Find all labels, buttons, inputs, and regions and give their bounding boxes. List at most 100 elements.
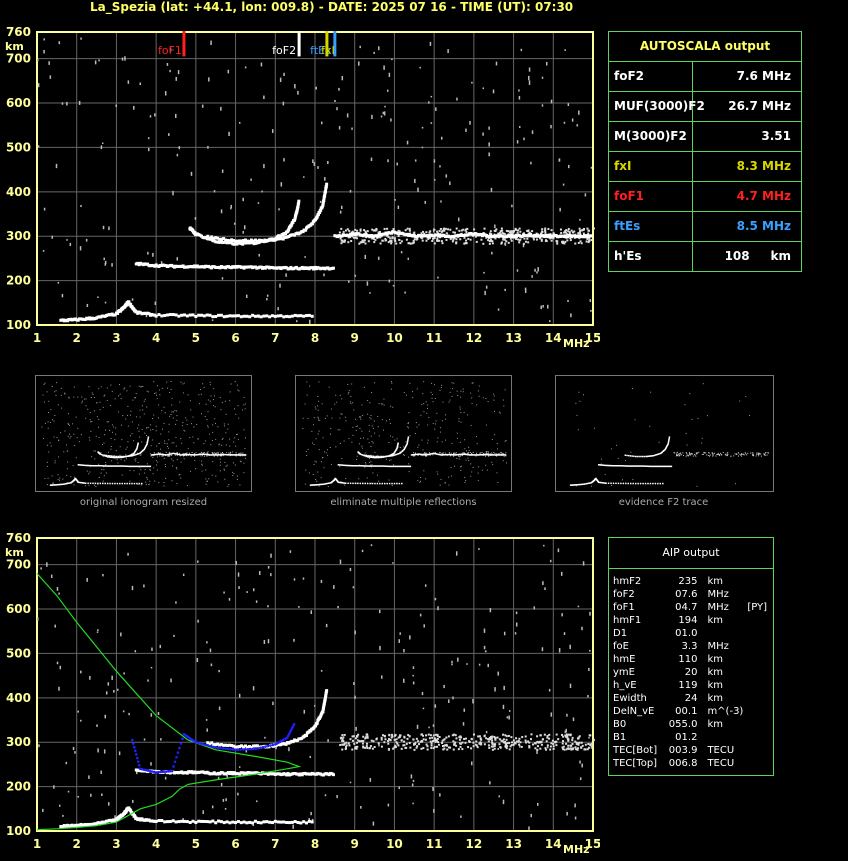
- thumb-noise: [47, 421, 49, 423]
- thumb-trace: [360, 465, 363, 467]
- noise-dot: [502, 733, 505, 736]
- thumb-trace: [372, 456, 375, 459]
- thumb-noise: [378, 480, 380, 482]
- noise-dot: [348, 236, 351, 239]
- noise-dot: [445, 174, 448, 178]
- noise-dot: [352, 735, 355, 738]
- noise-dot: [327, 739, 329, 742]
- noise-dot: [51, 235, 53, 239]
- noise-dot: [177, 70, 180, 75]
- thumb-noise: [51, 385, 53, 387]
- noise-dot: [324, 794, 327, 797]
- noise-dot: [349, 781, 352, 784]
- thumb-trace: [337, 481, 340, 484]
- thumb-noise: [122, 415, 124, 417]
- noise-dot: [408, 741, 411, 744]
- noise-dot: [533, 606, 536, 610]
- thumb-noise: [359, 416, 361, 418]
- thumb-noise: [229, 400, 231, 402]
- thumb-noise: [720, 452, 722, 454]
- thumb-noise: [673, 452, 675, 454]
- noise-dot: [445, 743, 448, 746]
- thumb-noise: [369, 417, 371, 419]
- trace-point: [234, 745, 238, 749]
- y-tick-label: 700: [6, 52, 31, 66]
- fit-point: [175, 755, 178, 759]
- thumb-noise: [324, 417, 326, 419]
- noise-dot: [127, 80, 130, 84]
- thumb-trace: [107, 454, 109, 457]
- noise-dot: [569, 237, 572, 240]
- x-tick-label: 11: [426, 331, 443, 345]
- thumb-trace: [130, 455, 133, 457]
- thumb-trace: [191, 454, 193, 456]
- thumb-noise: [102, 480, 104, 482]
- trace-point: [251, 239, 255, 243]
- noise-dot: [453, 733, 456, 736]
- thumb-trace: [376, 465, 379, 467]
- thumb-noise: [73, 476, 75, 478]
- y-axis-label: km: [5, 40, 24, 53]
- thumb-trace: [324, 483, 326, 485]
- thumb-noise: [686, 454, 688, 456]
- fit-point: [288, 730, 292, 734]
- noise-dot: [209, 648, 212, 653]
- noise-dot: [415, 746, 418, 749]
- thumb-noise: [220, 409, 222, 411]
- thumb-noise: [228, 452, 230, 454]
- thumb-noise: [211, 474, 213, 476]
- noise-dot: [355, 237, 358, 240]
- trace-point: [240, 239, 244, 243]
- thumb-noise: [679, 453, 681, 455]
- thumb-noise: [194, 452, 196, 454]
- thumb-noise: [503, 456, 505, 458]
- noise-dot: [436, 737, 439, 740]
- noise-dot: [580, 746, 583, 749]
- thumb-trace: [458, 453, 460, 456]
- noise-dot: [379, 645, 381, 651]
- thumb-trace: [413, 453, 415, 456]
- trace-point: [197, 313, 201, 317]
- trace-point: [302, 820, 306, 824]
- thumb-trace: [371, 482, 374, 485]
- trace-point: [302, 314, 306, 318]
- thumb-noise: [140, 386, 142, 388]
- thumb-noise: [154, 392, 156, 394]
- trace-point: [268, 820, 272, 824]
- noise-dot: [590, 238, 593, 241]
- thumb-trace: [137, 443, 139, 446]
- noise-dot: [452, 696, 454, 700]
- noise-dot: [493, 229, 496, 232]
- noise-dot: [566, 233, 569, 236]
- thumb-trace: [242, 454, 244, 456]
- trace-point: [168, 313, 172, 317]
- x-tick-label: 11: [426, 837, 443, 851]
- noise-dot: [518, 89, 520, 92]
- noise-dot: [134, 650, 137, 653]
- noise-dot: [422, 707, 425, 710]
- noise-dot: [563, 121, 566, 124]
- thumb-noise: [103, 475, 105, 477]
- thumb-trace: [321, 483, 324, 486]
- aip-unit: km: [707, 719, 723, 730]
- fit-point: [234, 748, 237, 752]
- trace-point: [208, 820, 212, 824]
- noise-dot: [53, 785, 55, 789]
- thumb-noise: [318, 400, 320, 402]
- trace-point: [222, 743, 226, 747]
- thumb-noise: [235, 452, 237, 454]
- thumb-trace: [80, 481, 82, 484]
- noise-dot: [491, 735, 494, 738]
- thumb-noise: [190, 470, 192, 472]
- fit-point: [162, 770, 166, 774]
- thumb-noise: [135, 392, 137, 394]
- thumb-noise: [77, 427, 79, 429]
- thumb-noise: [126, 446, 128, 448]
- noise-dot: [487, 239, 490, 242]
- x-tick-label: 13: [505, 331, 522, 345]
- thumb-noise: [211, 451, 213, 453]
- thumb-trace: [224, 453, 226, 456]
- thumb-noise: [46, 391, 48, 393]
- thumb-noise: [763, 453, 765, 455]
- fit-point: [254, 747, 257, 751]
